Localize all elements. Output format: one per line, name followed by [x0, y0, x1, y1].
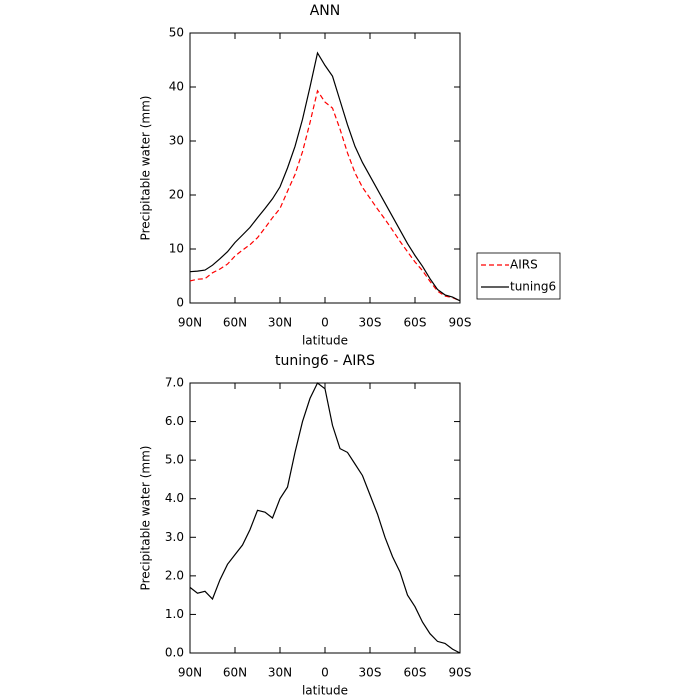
plot-frame: [189, 32, 461, 304]
chart-title: tuning6 - AIRS: [275, 353, 375, 369]
y-tick-label: 3.0: [165, 530, 184, 544]
data-line: [189, 89, 461, 302]
y-tick-label: 6.0: [165, 414, 184, 428]
y-axis-label: Precipitable water (mm): [139, 96, 153, 241]
x-tick-label: 90S: [449, 666, 472, 680]
y-tick-label: 30: [169, 134, 184, 148]
y-tick-label: 4.0: [165, 491, 184, 505]
x-tick-label: 30S: [359, 666, 382, 680]
x-tick-label: 90N: [178, 666, 202, 680]
x-tick-label: 0: [321, 316, 329, 330]
x-axis-label: latitude: [302, 684, 348, 698]
x-tick-label: 30S: [359, 316, 382, 330]
legend-box: [476, 252, 561, 300]
x-tick-label: 30N: [268, 316, 292, 330]
plot-frame: [189, 382, 461, 654]
y-tick-label: 2.0: [165, 568, 184, 582]
y-axis-label: Precipitable water (mm): [139, 446, 153, 591]
x-axis-label: latitude: [302, 334, 348, 348]
y-tick-label: 20: [169, 188, 184, 202]
x-tick-label: 60S: [404, 316, 427, 330]
x-tick-label: 60N: [223, 666, 247, 680]
chart-title: ANN: [310, 3, 341, 19]
legend-label: tuning6: [510, 280, 556, 294]
data-line: [189, 51, 461, 302]
y-tick-label: 50: [169, 26, 184, 40]
x-tick-label: 0: [321, 666, 329, 680]
legend-label: AIRS: [510, 258, 538, 272]
y-tick-label: 1.0: [165, 607, 184, 621]
x-tick-label: 60S: [404, 666, 427, 680]
x-tick-label: 60N: [223, 316, 247, 330]
y-tick-label: 7.0: [165, 376, 184, 390]
x-tick-label: 90S: [449, 316, 472, 330]
x-tick-label: 30N: [268, 666, 292, 680]
y-tick-label: 0.0: [165, 646, 184, 660]
data-line: [189, 382, 461, 654]
y-tick-label: 5.0: [165, 453, 184, 467]
y-tick-label: 40: [169, 80, 184, 94]
y-tick-label: 10: [169, 242, 184, 256]
x-tick-label: 90N: [178, 316, 202, 330]
y-tick-label: 0: [176, 296, 184, 310]
